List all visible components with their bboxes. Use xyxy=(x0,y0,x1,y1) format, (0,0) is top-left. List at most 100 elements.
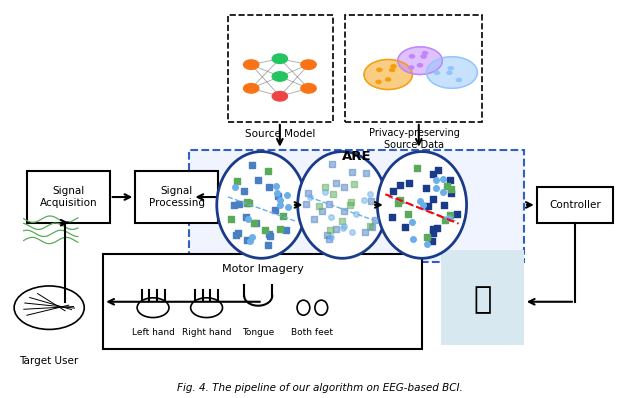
Point xyxy=(230,184,240,190)
Point xyxy=(331,226,341,232)
Text: Tongue: Tongue xyxy=(242,328,275,337)
Point xyxy=(317,208,328,215)
Circle shape xyxy=(417,64,422,67)
Point xyxy=(275,202,285,209)
Point xyxy=(231,232,241,238)
Point xyxy=(324,236,334,242)
Point xyxy=(428,230,438,236)
Text: Signal
Processing: Signal Processing xyxy=(148,186,205,208)
FancyBboxPatch shape xyxy=(27,171,109,223)
Point xyxy=(314,203,324,209)
Point xyxy=(328,191,339,197)
Circle shape xyxy=(391,65,396,68)
Circle shape xyxy=(435,71,440,74)
Text: Source Model: Source Model xyxy=(244,129,315,139)
Point xyxy=(428,171,438,178)
Point xyxy=(226,216,236,222)
Point xyxy=(319,183,330,190)
Point xyxy=(273,193,284,199)
Point xyxy=(331,179,341,186)
Point xyxy=(387,213,397,220)
Point xyxy=(360,229,370,236)
Point xyxy=(403,211,413,217)
Text: Privacy-preserving
Source Data: Privacy-preserving Source Data xyxy=(369,128,460,150)
Point xyxy=(263,168,273,174)
Point xyxy=(367,224,377,230)
Point xyxy=(422,234,432,240)
Point xyxy=(264,233,275,240)
Circle shape xyxy=(456,78,461,82)
Point xyxy=(428,226,438,232)
Point xyxy=(438,201,449,208)
Point xyxy=(309,216,319,222)
Point xyxy=(252,220,262,226)
Circle shape xyxy=(272,92,287,101)
Point xyxy=(338,224,348,231)
Text: Target User: Target User xyxy=(20,356,79,366)
Point xyxy=(275,197,285,203)
Point xyxy=(272,190,282,197)
Circle shape xyxy=(426,57,477,88)
Circle shape xyxy=(422,52,428,55)
Point xyxy=(327,160,337,167)
Point xyxy=(246,234,257,240)
Point xyxy=(369,217,380,224)
Point xyxy=(339,184,349,190)
Text: Right hand: Right hand xyxy=(182,328,232,337)
Point xyxy=(232,178,243,184)
Circle shape xyxy=(421,55,426,58)
Point xyxy=(275,226,285,232)
Point xyxy=(305,194,316,201)
Point xyxy=(407,219,417,225)
Text: Both feet: Both feet xyxy=(291,328,333,337)
Point xyxy=(301,201,311,207)
Circle shape xyxy=(301,84,316,93)
Circle shape xyxy=(301,60,316,69)
FancyBboxPatch shape xyxy=(228,15,333,122)
Text: Motor Imagery: Motor Imagery xyxy=(221,264,303,274)
Ellipse shape xyxy=(298,152,387,258)
Point xyxy=(422,240,433,247)
Point xyxy=(249,220,259,226)
Point xyxy=(446,186,456,192)
Point xyxy=(264,230,275,237)
Point xyxy=(365,222,375,229)
Ellipse shape xyxy=(217,152,306,258)
Point xyxy=(393,200,403,207)
Circle shape xyxy=(447,71,452,74)
Circle shape xyxy=(390,68,395,72)
Point xyxy=(399,224,410,230)
FancyBboxPatch shape xyxy=(346,15,483,122)
FancyBboxPatch shape xyxy=(441,250,524,345)
Circle shape xyxy=(244,60,259,69)
Point xyxy=(431,185,441,191)
Point xyxy=(339,208,349,215)
Point xyxy=(422,203,433,209)
Point xyxy=(444,215,454,222)
Text: Controller: Controller xyxy=(549,200,601,210)
Point xyxy=(242,199,252,206)
Point xyxy=(438,176,449,182)
Point xyxy=(349,181,359,187)
Point xyxy=(445,212,455,219)
Point xyxy=(239,187,249,194)
Point xyxy=(433,225,443,231)
Circle shape xyxy=(244,84,259,93)
Point xyxy=(445,190,456,197)
Point xyxy=(326,234,337,240)
Point xyxy=(244,238,255,244)
Circle shape xyxy=(448,67,453,70)
Circle shape xyxy=(410,55,415,58)
Point xyxy=(344,201,355,208)
Point xyxy=(326,214,336,220)
Point xyxy=(351,211,361,218)
Text: ARE: ARE xyxy=(342,150,372,163)
Point xyxy=(325,227,335,233)
Point xyxy=(404,180,414,187)
Point xyxy=(365,191,375,197)
Circle shape xyxy=(377,68,382,71)
Circle shape xyxy=(376,80,381,84)
Circle shape xyxy=(364,59,412,90)
Point xyxy=(278,213,289,220)
Circle shape xyxy=(272,54,287,63)
